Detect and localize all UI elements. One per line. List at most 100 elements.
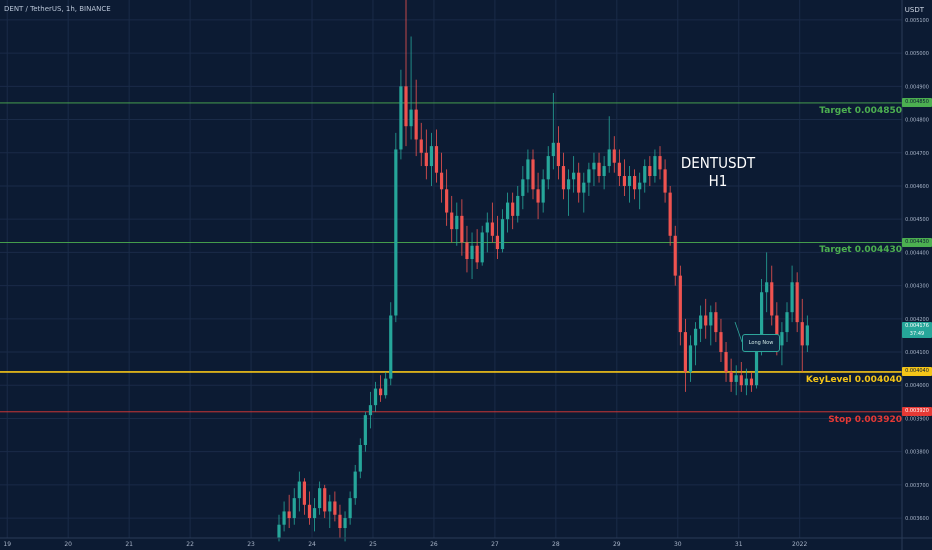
candle-body bbox=[673, 235, 677, 276]
candle-body bbox=[414, 109, 418, 140]
candle-body bbox=[612, 149, 616, 163]
x-tick-label: 21 bbox=[125, 541, 133, 548]
x-tick-label: 23 bbox=[247, 541, 255, 548]
candle-body bbox=[739, 375, 743, 386]
candle-body bbox=[785, 312, 789, 333]
x-tick-label: 19 bbox=[3, 541, 11, 548]
candle-body bbox=[704, 315, 708, 326]
y-tick-label: 0.004700 bbox=[905, 151, 929, 157]
currency-label: USDT bbox=[904, 6, 924, 14]
stop-label: Stop 0.003920 bbox=[828, 414, 902, 425]
candle-body bbox=[729, 371, 733, 382]
candle-body bbox=[572, 172, 576, 180]
target-1-label: Target 0.004430 bbox=[819, 245, 902, 256]
y-tick-label: 0.003600 bbox=[905, 516, 929, 522]
target-2-label: Target 0.004850 bbox=[819, 105, 902, 116]
annotation-timeframe: H1 bbox=[708, 172, 728, 190]
current-price-value: 0.004176 bbox=[905, 322, 929, 329]
x-tick-label: 31 bbox=[735, 541, 743, 548]
candle-body bbox=[724, 352, 728, 372]
y-tick-label: 0.005000 bbox=[905, 51, 929, 57]
candle-body bbox=[333, 501, 337, 515]
candle-timer: 37:49 bbox=[909, 330, 925, 337]
time-axis: 18192021222324252627282930312022 bbox=[0, 537, 932, 548]
x-tick-label: 22 bbox=[186, 541, 194, 548]
candle-body bbox=[297, 481, 301, 499]
candle-body bbox=[699, 315, 703, 329]
candle-body bbox=[282, 511, 286, 525]
candle-body bbox=[439, 172, 444, 190]
candle-body bbox=[775, 315, 779, 346]
candle-body bbox=[795, 282, 799, 323]
candle-body bbox=[302, 481, 306, 505]
candle-body bbox=[627, 176, 632, 186]
candle-body bbox=[633, 176, 637, 190]
y-tick-label: 0.004600 bbox=[905, 184, 929, 190]
x-tick-label: 29 bbox=[613, 541, 621, 548]
candle-body bbox=[429, 146, 433, 167]
candle-body bbox=[419, 139, 423, 153]
candle-body bbox=[480, 232, 484, 263]
current-price-tag: 0.004176 37:49 bbox=[902, 321, 932, 338]
candle-body bbox=[511, 202, 515, 216]
candle-body bbox=[353, 471, 357, 499]
candle-body bbox=[719, 332, 723, 353]
candle-body bbox=[653, 156, 657, 177]
candle-body bbox=[394, 149, 398, 316]
candle-body bbox=[292, 498, 296, 519]
x-tick-label: 26 bbox=[430, 541, 438, 548]
y-tick-label: 0.004900 bbox=[905, 84, 929, 90]
candle-body bbox=[663, 169, 667, 193]
y-tick-label: 0.004800 bbox=[905, 118, 929, 124]
candle-body bbox=[470, 245, 474, 260]
candle-body bbox=[521, 179, 525, 196]
candle-body bbox=[318, 488, 322, 509]
candle-body bbox=[790, 282, 794, 313]
candle-body bbox=[445, 189, 449, 213]
candle-body bbox=[404, 86, 408, 127]
candle-body bbox=[734, 375, 738, 382]
candle-body bbox=[506, 202, 510, 220]
stop-axis-tag: 0.003920 bbox=[902, 407, 932, 417]
y-tick-label: 0.003800 bbox=[905, 450, 929, 456]
annotation-symbol: DENTUSDT bbox=[680, 154, 756, 172]
candle-body bbox=[536, 189, 540, 203]
candle-body bbox=[668, 192, 672, 236]
candle-body bbox=[754, 352, 759, 386]
candle-body bbox=[500, 219, 505, 250]
x-tick-label: 28 bbox=[552, 541, 560, 548]
x-tick-label: 24 bbox=[308, 541, 316, 548]
candle-body bbox=[323, 488, 327, 512]
candle-body bbox=[368, 405, 373, 416]
candle-body bbox=[455, 215, 459, 230]
candle-body bbox=[363, 415, 367, 446]
candle-body bbox=[709, 312, 713, 326]
x-tick-label: 2022 bbox=[792, 541, 807, 548]
candle-body bbox=[328, 501, 332, 512]
y-tick-label: 0.004300 bbox=[905, 284, 929, 290]
price-axis-panel bbox=[902, 0, 932, 550]
y-tick-label: 0.004100 bbox=[905, 350, 929, 356]
candle-body bbox=[541, 179, 545, 203]
candle-body bbox=[643, 166, 647, 183]
key-level-axis-tag: 0.004040 bbox=[902, 367, 932, 377]
callout-pointer bbox=[734, 321, 743, 343]
candle-body bbox=[531, 159, 535, 190]
candle-body bbox=[485, 222, 489, 233]
candle-body bbox=[617, 162, 621, 177]
y-tick-label: 0.004500 bbox=[905, 217, 929, 223]
candle-body bbox=[526, 159, 530, 180]
candle-body bbox=[678, 275, 682, 333]
candle-body bbox=[688, 345, 693, 372]
chart-annotation-title: DENTUSDT H1 bbox=[660, 154, 776, 190]
price-axis: 0.005100 0.005000 0.004900 0.004800 0.004700… bbox=[901, 0, 932, 550]
candle-body bbox=[490, 222, 494, 236]
candle-body bbox=[287, 511, 291, 519]
candle-body bbox=[384, 378, 388, 396]
candle-body bbox=[379, 388, 383, 396]
candle-body bbox=[546, 156, 550, 180]
candle-body bbox=[424, 152, 428, 167]
candle-body bbox=[551, 142, 555, 157]
long-now-callout: Long Now bbox=[742, 334, 780, 352]
